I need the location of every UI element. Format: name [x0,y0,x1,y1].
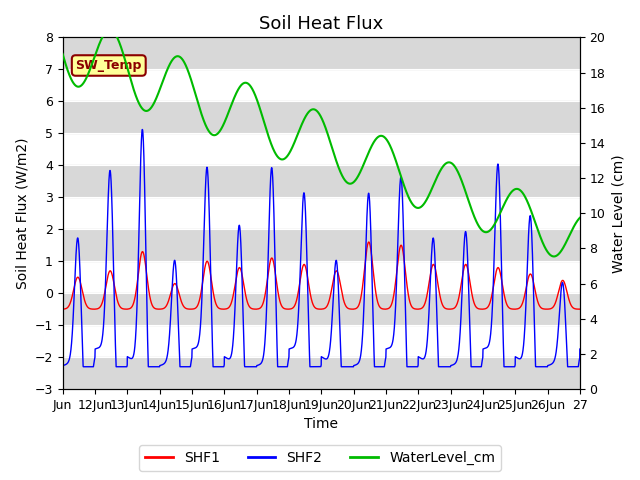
WaterLevel_cm [106,27,114,33]
WaterLevel_cm [153,95,161,100]
Bar [63,357,580,389]
Bar [63,101,580,133]
SHF1 [257,305,264,311]
Legend: SHF1, SHF2, WaterLevel_cm: SHF1, SHF2, WaterLevel_cm [140,445,500,471]
WaterLevel_cm [369,141,377,146]
SHF2 [138,127,146,132]
Line: WaterLevel_cm: WaterLevel_cm [63,30,580,256]
WaterLevel_cm [576,215,584,221]
SHF2 [59,363,67,369]
SHF2 [396,198,403,204]
SHF1 [396,249,403,254]
X-axis label: Time: Time [304,418,339,432]
Bar [63,293,580,325]
SHF2 [153,364,161,370]
Y-axis label: Water Level (cm): Water Level (cm) [611,154,625,273]
Title: Soil Heat Flux: Soil Heat Flux [259,15,383,33]
SHF2 [576,346,584,352]
SHF1 [153,306,161,312]
Y-axis label: Soil Heat Flux (W/m2): Soil Heat Flux (W/m2) [15,137,29,289]
Line: SHF1: SHF1 [63,242,580,309]
WaterLevel_cm [396,168,403,173]
SHF2 [257,361,264,367]
SHF1 [59,306,67,312]
SHF1 [365,239,372,245]
Bar [63,37,580,69]
Bar [63,165,580,197]
SHF2 [484,343,492,349]
Bar [63,229,580,261]
WaterLevel_cm [484,229,492,235]
SHF1 [188,306,196,312]
Text: SW_Temp: SW_Temp [76,59,142,72]
SHF2 [79,364,87,370]
SHF1 [484,304,492,310]
SHF2 [369,314,377,320]
SHF1 [369,266,377,272]
WaterLevel_cm [445,159,452,165]
WaterLevel_cm [59,51,67,57]
SHF2 [445,364,452,370]
SHF1 [576,306,584,312]
WaterLevel_cm [257,107,264,113]
SHF1 [445,306,452,312]
Line: SHF2: SHF2 [63,130,580,367]
WaterLevel_cm [550,253,557,259]
